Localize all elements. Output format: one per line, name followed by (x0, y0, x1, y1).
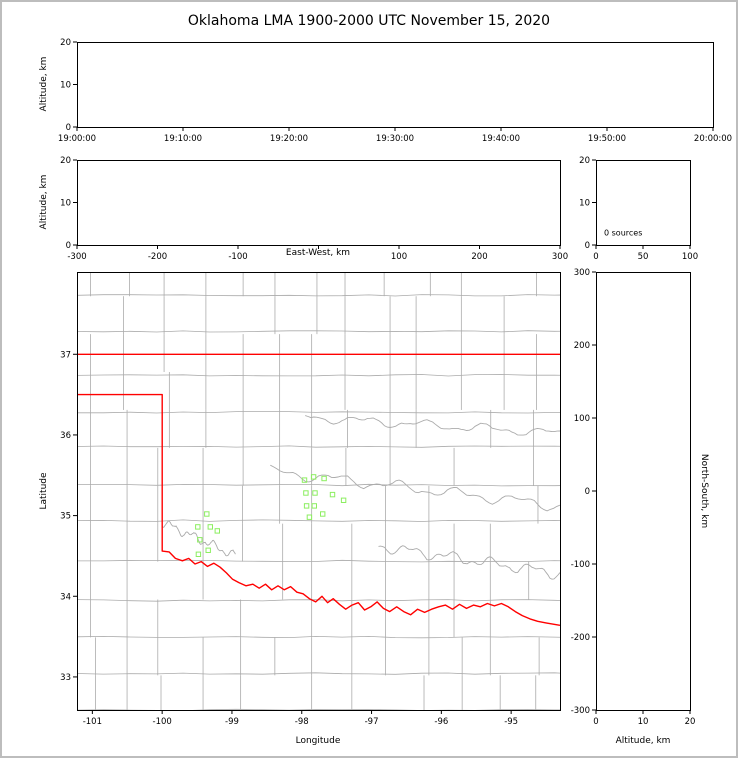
x-tick-label: 100 (391, 252, 407, 262)
x-tick-label: -95 (504, 717, 518, 727)
lma-source-marker (310, 474, 317, 480)
lma-source-marker (204, 511, 210, 517)
ew-height-xlabel: East-West, km (285, 248, 351, 258)
y-tick-label: 200 (574, 341, 590, 351)
y-tick-label: 37 (60, 350, 71, 360)
y-tick-label: -300 (571, 706, 590, 716)
x-tick-label: 20:00:00 (694, 134, 732, 144)
lma-source-marker (303, 503, 310, 509)
histogram-panel (596, 160, 691, 246)
x-tick-label: 19:00:00 (58, 134, 96, 144)
lma-source-marker (321, 475, 327, 482)
y-tick-label: 10 (60, 81, 71, 91)
lma-source-marker (311, 503, 318, 509)
county-line (77, 599, 560, 602)
ns-height-xlabel: Altitude, km (615, 736, 671, 746)
x-tick-label: 19:50:00 (588, 134, 626, 144)
plan-view-xlabel: Longitude (295, 736, 341, 746)
lma-source-marker (197, 537, 203, 543)
y-tick-label: 34 (60, 592, 71, 602)
y-tick-label: 0 (66, 123, 71, 133)
plan-view-panel (77, 272, 561, 711)
x-tick-label: -101 (83, 717, 102, 727)
y-tick-label: 10 (579, 199, 590, 209)
x-tick-label: 20 (685, 717, 696, 727)
lma-source-marker (301, 477, 308, 483)
y-tick-label: 20 (579, 156, 590, 166)
y-tick-label: 300 (574, 268, 590, 278)
river-line (305, 415, 560, 436)
x-tick-label: 50 (638, 252, 649, 262)
x-tick-label: -200 (148, 252, 167, 262)
lma-source-marker (320, 511, 326, 517)
county-line (77, 330, 560, 333)
x-tick-label: 300 (552, 252, 568, 262)
x-tick-label: 200 (471, 252, 487, 262)
lma-source-marker (195, 524, 201, 530)
river-line (270, 464, 560, 512)
lma-source-marker (205, 547, 211, 553)
x-tick-label: 19:30:00 (376, 134, 414, 144)
x-tick-label: -100 (153, 717, 172, 727)
lma-source-marker (340, 497, 347, 504)
county-line (77, 483, 560, 487)
x-tick-label: -99 (225, 717, 239, 727)
y-tick-label: 33 (60, 673, 71, 683)
river-line (378, 545, 560, 580)
x-tick-label: 19:20:00 (270, 134, 308, 144)
lma-source-marker (306, 514, 313, 520)
lma-source-marker (329, 491, 336, 498)
y-tick-label: 0 (585, 241, 590, 251)
county-line (77, 373, 560, 377)
x-tick-label: 0 (593, 717, 598, 727)
x-tick-label: 19:40:00 (482, 134, 520, 144)
y-tick-label: 0 (585, 487, 590, 497)
x-tick-label: -100 (228, 252, 247, 262)
y-tick-label: -100 (571, 560, 590, 570)
lma-source-marker (303, 490, 309, 496)
y-tick-label: 36 (60, 431, 71, 441)
x-tick-label: -300 (67, 252, 86, 262)
source-count-annotation: 0 sources (604, 228, 643, 238)
x-tick-label: 19:10:00 (164, 134, 202, 144)
y-tick-label: 35 (60, 512, 71, 522)
x-tick-label: 0 (593, 252, 598, 262)
ns-height-panel (596, 272, 691, 711)
y-tick-label: 20 (60, 38, 71, 48)
time-height-panel (77, 42, 714, 128)
lma-source-marker (312, 490, 318, 496)
lma-source-marker (195, 551, 202, 557)
y-tick-label: 10 (60, 199, 71, 209)
county-line (77, 635, 560, 639)
county-line (77, 559, 560, 563)
county-line (77, 519, 560, 522)
river-line (161, 520, 236, 557)
county-line (77, 708, 560, 710)
x-tick-label: 10 (638, 717, 649, 727)
plot-title: Oklahoma LMA 1900-2000 UTC November 15, … (187, 13, 551, 29)
lma-source-marker (207, 524, 214, 530)
y-tick-label: 0 (66, 241, 71, 251)
county-line (77, 445, 560, 448)
county-line (77, 672, 560, 675)
county-line (77, 294, 560, 297)
x-tick-label: -96 (434, 717, 448, 727)
y-tick-label: 100 (574, 414, 590, 424)
x-tick-label: 100 (682, 252, 698, 262)
lma-source-marker (214, 528, 221, 534)
state-border (77, 393, 560, 626)
county-line (77, 411, 560, 414)
y-tick-label: 20 (60, 156, 71, 166)
x-tick-label: -98 (295, 717, 309, 727)
county-line (51, 258, 581, 260)
y-tick-label: -200 (571, 633, 590, 643)
ew-height-panel (77, 160, 561, 246)
x-tick-label: -97 (365, 717, 379, 727)
map-layers (51, 258, 581, 710)
